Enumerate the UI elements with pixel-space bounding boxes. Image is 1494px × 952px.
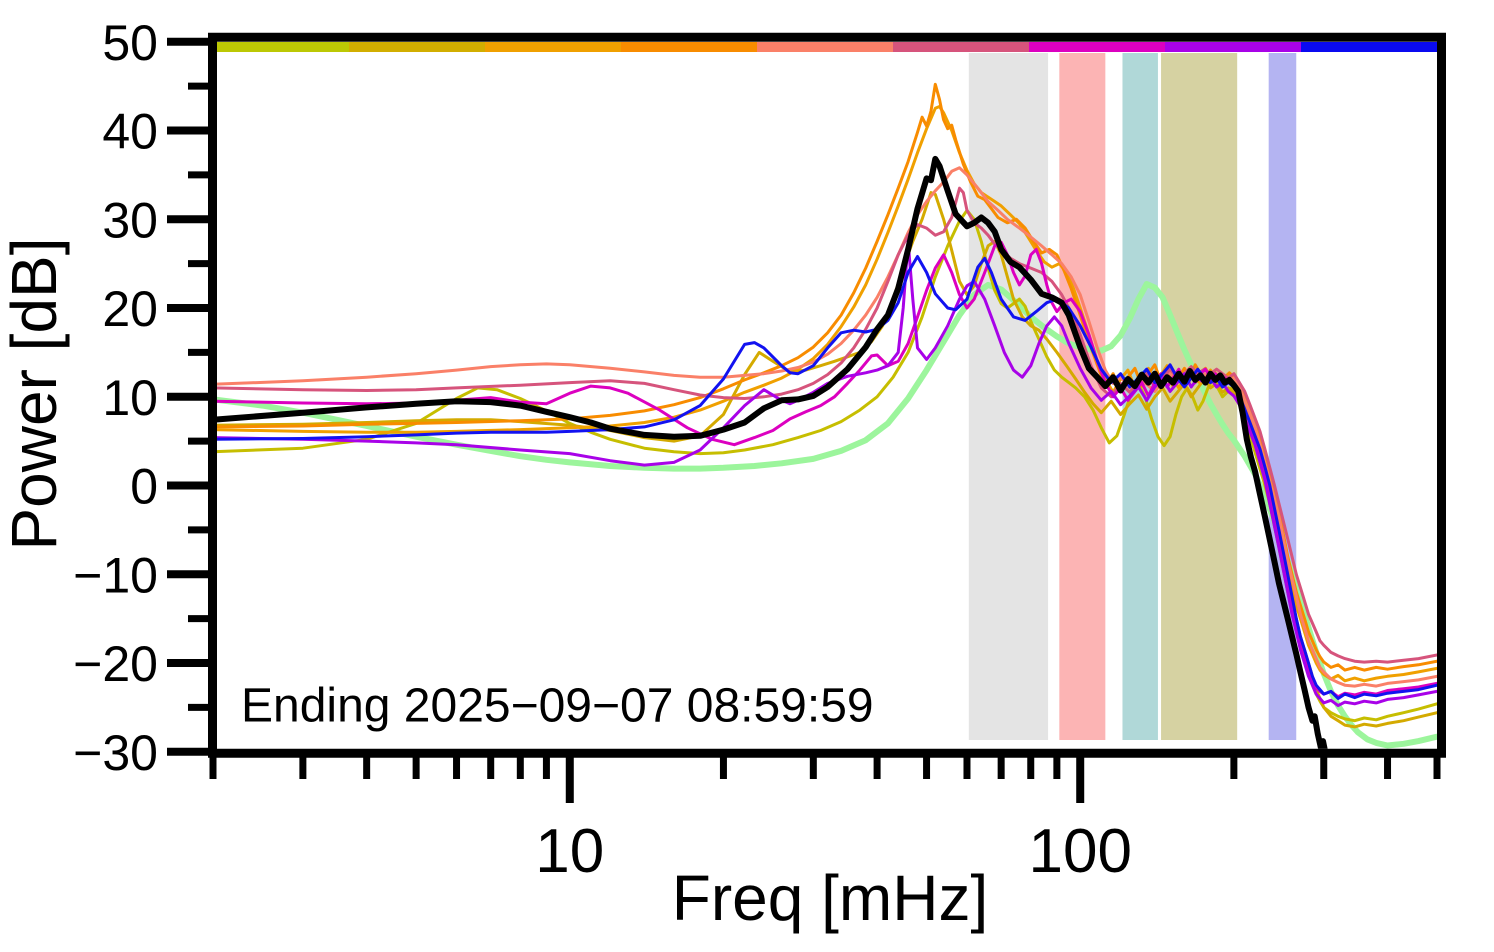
spectrum-curve-hour-6-raspberry xyxy=(213,186,1437,664)
band-gray xyxy=(968,53,1049,740)
y-tick-label: 20 xyxy=(102,281,158,337)
y-tick-label: −30 xyxy=(73,725,158,781)
y-tick-label: 10 xyxy=(102,370,158,426)
y-tick-label: 50 xyxy=(102,15,158,71)
ending-timestamp: Ending 2025−09−07 08:59:59 xyxy=(241,679,874,733)
x-tick-label: 10 xyxy=(535,817,604,886)
y-tick-label: −10 xyxy=(73,547,158,603)
top-bar-segment-7 xyxy=(1029,42,1166,52)
top-bar-segment-8 xyxy=(1165,42,1302,52)
x-tick-label: 100 xyxy=(1028,817,1131,886)
y-axis-title: Power [dB] xyxy=(0,237,70,551)
top-bar-segment-4 xyxy=(621,42,758,52)
spectrum-curve-hour-3-orange xyxy=(213,105,1437,683)
top-bar-segment-9 xyxy=(1301,42,1438,52)
y-tick-label: 30 xyxy=(102,192,158,248)
top-bar-segment-6 xyxy=(893,42,1030,52)
y-tick-label: −20 xyxy=(73,636,158,692)
top-bar-segment-5 xyxy=(757,42,894,52)
top-bar-segment-1 xyxy=(213,42,350,52)
y-tick-label: 0 xyxy=(130,459,158,515)
spectrum-curve-hour-9-blue xyxy=(213,255,1437,700)
y-tick-label: 40 xyxy=(102,104,158,160)
top-bar-segment-3 xyxy=(485,42,622,52)
top-bar-segment-2 xyxy=(349,42,486,52)
plot-frame xyxy=(208,32,1446,758)
spectrum-curve-current-black xyxy=(213,155,1328,749)
spectrum-curve-hour-5-salmon xyxy=(213,166,1437,688)
x-axis-title: Freq [mHz] xyxy=(671,862,989,934)
